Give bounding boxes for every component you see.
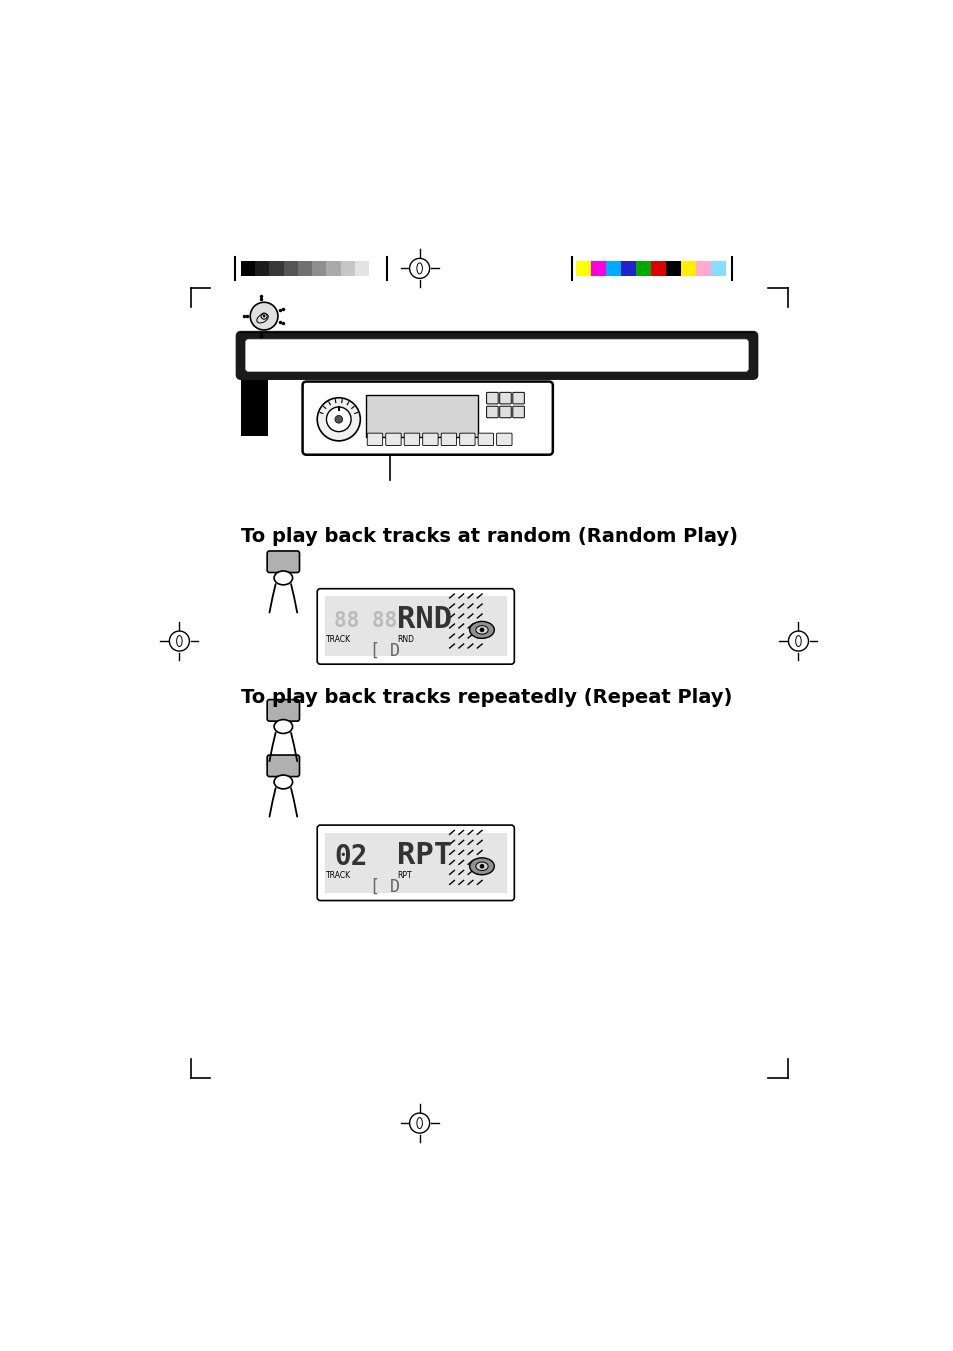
FancyBboxPatch shape xyxy=(385,434,400,446)
Bar xyxy=(255,261,269,276)
Circle shape xyxy=(335,416,342,423)
FancyBboxPatch shape xyxy=(245,339,748,372)
Ellipse shape xyxy=(469,621,494,639)
Bar xyxy=(241,261,255,276)
FancyBboxPatch shape xyxy=(404,434,419,446)
Bar xyxy=(620,261,636,276)
Bar xyxy=(312,261,326,276)
Text: 02: 02 xyxy=(334,843,367,871)
FancyBboxPatch shape xyxy=(486,407,497,417)
FancyBboxPatch shape xyxy=(477,434,493,446)
Bar xyxy=(325,832,506,893)
Text: To play back tracks repeatedly (Repeat Play): To play back tracks repeatedly (Repeat P… xyxy=(241,688,732,707)
Ellipse shape xyxy=(274,775,293,789)
Ellipse shape xyxy=(274,571,293,585)
Bar xyxy=(605,261,620,276)
Bar xyxy=(696,261,710,276)
Text: RPT: RPT xyxy=(396,842,452,870)
FancyBboxPatch shape xyxy=(459,434,475,446)
Text: [ D: [ D xyxy=(370,878,400,896)
Text: RND: RND xyxy=(396,635,414,643)
Bar xyxy=(636,261,650,276)
Ellipse shape xyxy=(469,858,494,874)
Text: TRACK: TRACK xyxy=(326,871,352,880)
Circle shape xyxy=(317,397,360,440)
Bar xyxy=(590,261,605,276)
Bar xyxy=(665,261,680,276)
Bar xyxy=(326,261,340,276)
Bar xyxy=(355,261,369,276)
FancyBboxPatch shape xyxy=(317,589,514,665)
Text: TRACK: TRACK xyxy=(326,635,352,643)
Bar xyxy=(340,261,355,276)
Ellipse shape xyxy=(476,862,488,870)
Bar xyxy=(680,261,696,276)
Bar xyxy=(269,261,283,276)
FancyBboxPatch shape xyxy=(267,551,299,573)
Circle shape xyxy=(479,865,484,869)
Text: To play back tracks at random (Random Play): To play back tracks at random (Random Pl… xyxy=(241,527,738,546)
Text: RND: RND xyxy=(396,605,452,634)
Bar xyxy=(366,394,477,436)
Circle shape xyxy=(479,628,484,632)
Bar xyxy=(576,261,590,276)
Circle shape xyxy=(326,407,351,431)
Bar xyxy=(241,336,268,436)
FancyBboxPatch shape xyxy=(267,700,299,721)
Bar xyxy=(369,261,383,276)
FancyBboxPatch shape xyxy=(513,407,524,417)
FancyBboxPatch shape xyxy=(367,434,382,446)
Text: [ D: [ D xyxy=(370,642,400,659)
Bar xyxy=(297,261,312,276)
Circle shape xyxy=(262,315,265,317)
Bar xyxy=(710,261,725,276)
FancyBboxPatch shape xyxy=(497,434,512,446)
FancyBboxPatch shape xyxy=(317,825,514,901)
Circle shape xyxy=(261,313,267,319)
FancyBboxPatch shape xyxy=(499,392,511,404)
Circle shape xyxy=(250,303,277,330)
FancyBboxPatch shape xyxy=(499,407,511,417)
FancyBboxPatch shape xyxy=(486,392,497,404)
FancyBboxPatch shape xyxy=(302,381,552,455)
Bar xyxy=(325,596,506,657)
Ellipse shape xyxy=(274,720,293,734)
FancyBboxPatch shape xyxy=(440,434,456,446)
Bar xyxy=(650,261,665,276)
Text: RPT: RPT xyxy=(396,871,412,880)
FancyBboxPatch shape xyxy=(422,434,437,446)
Text: 88 88: 88 88 xyxy=(334,611,396,631)
FancyBboxPatch shape xyxy=(236,331,757,380)
FancyBboxPatch shape xyxy=(267,755,299,777)
Bar xyxy=(283,261,297,276)
FancyBboxPatch shape xyxy=(513,392,524,404)
Ellipse shape xyxy=(476,626,488,634)
